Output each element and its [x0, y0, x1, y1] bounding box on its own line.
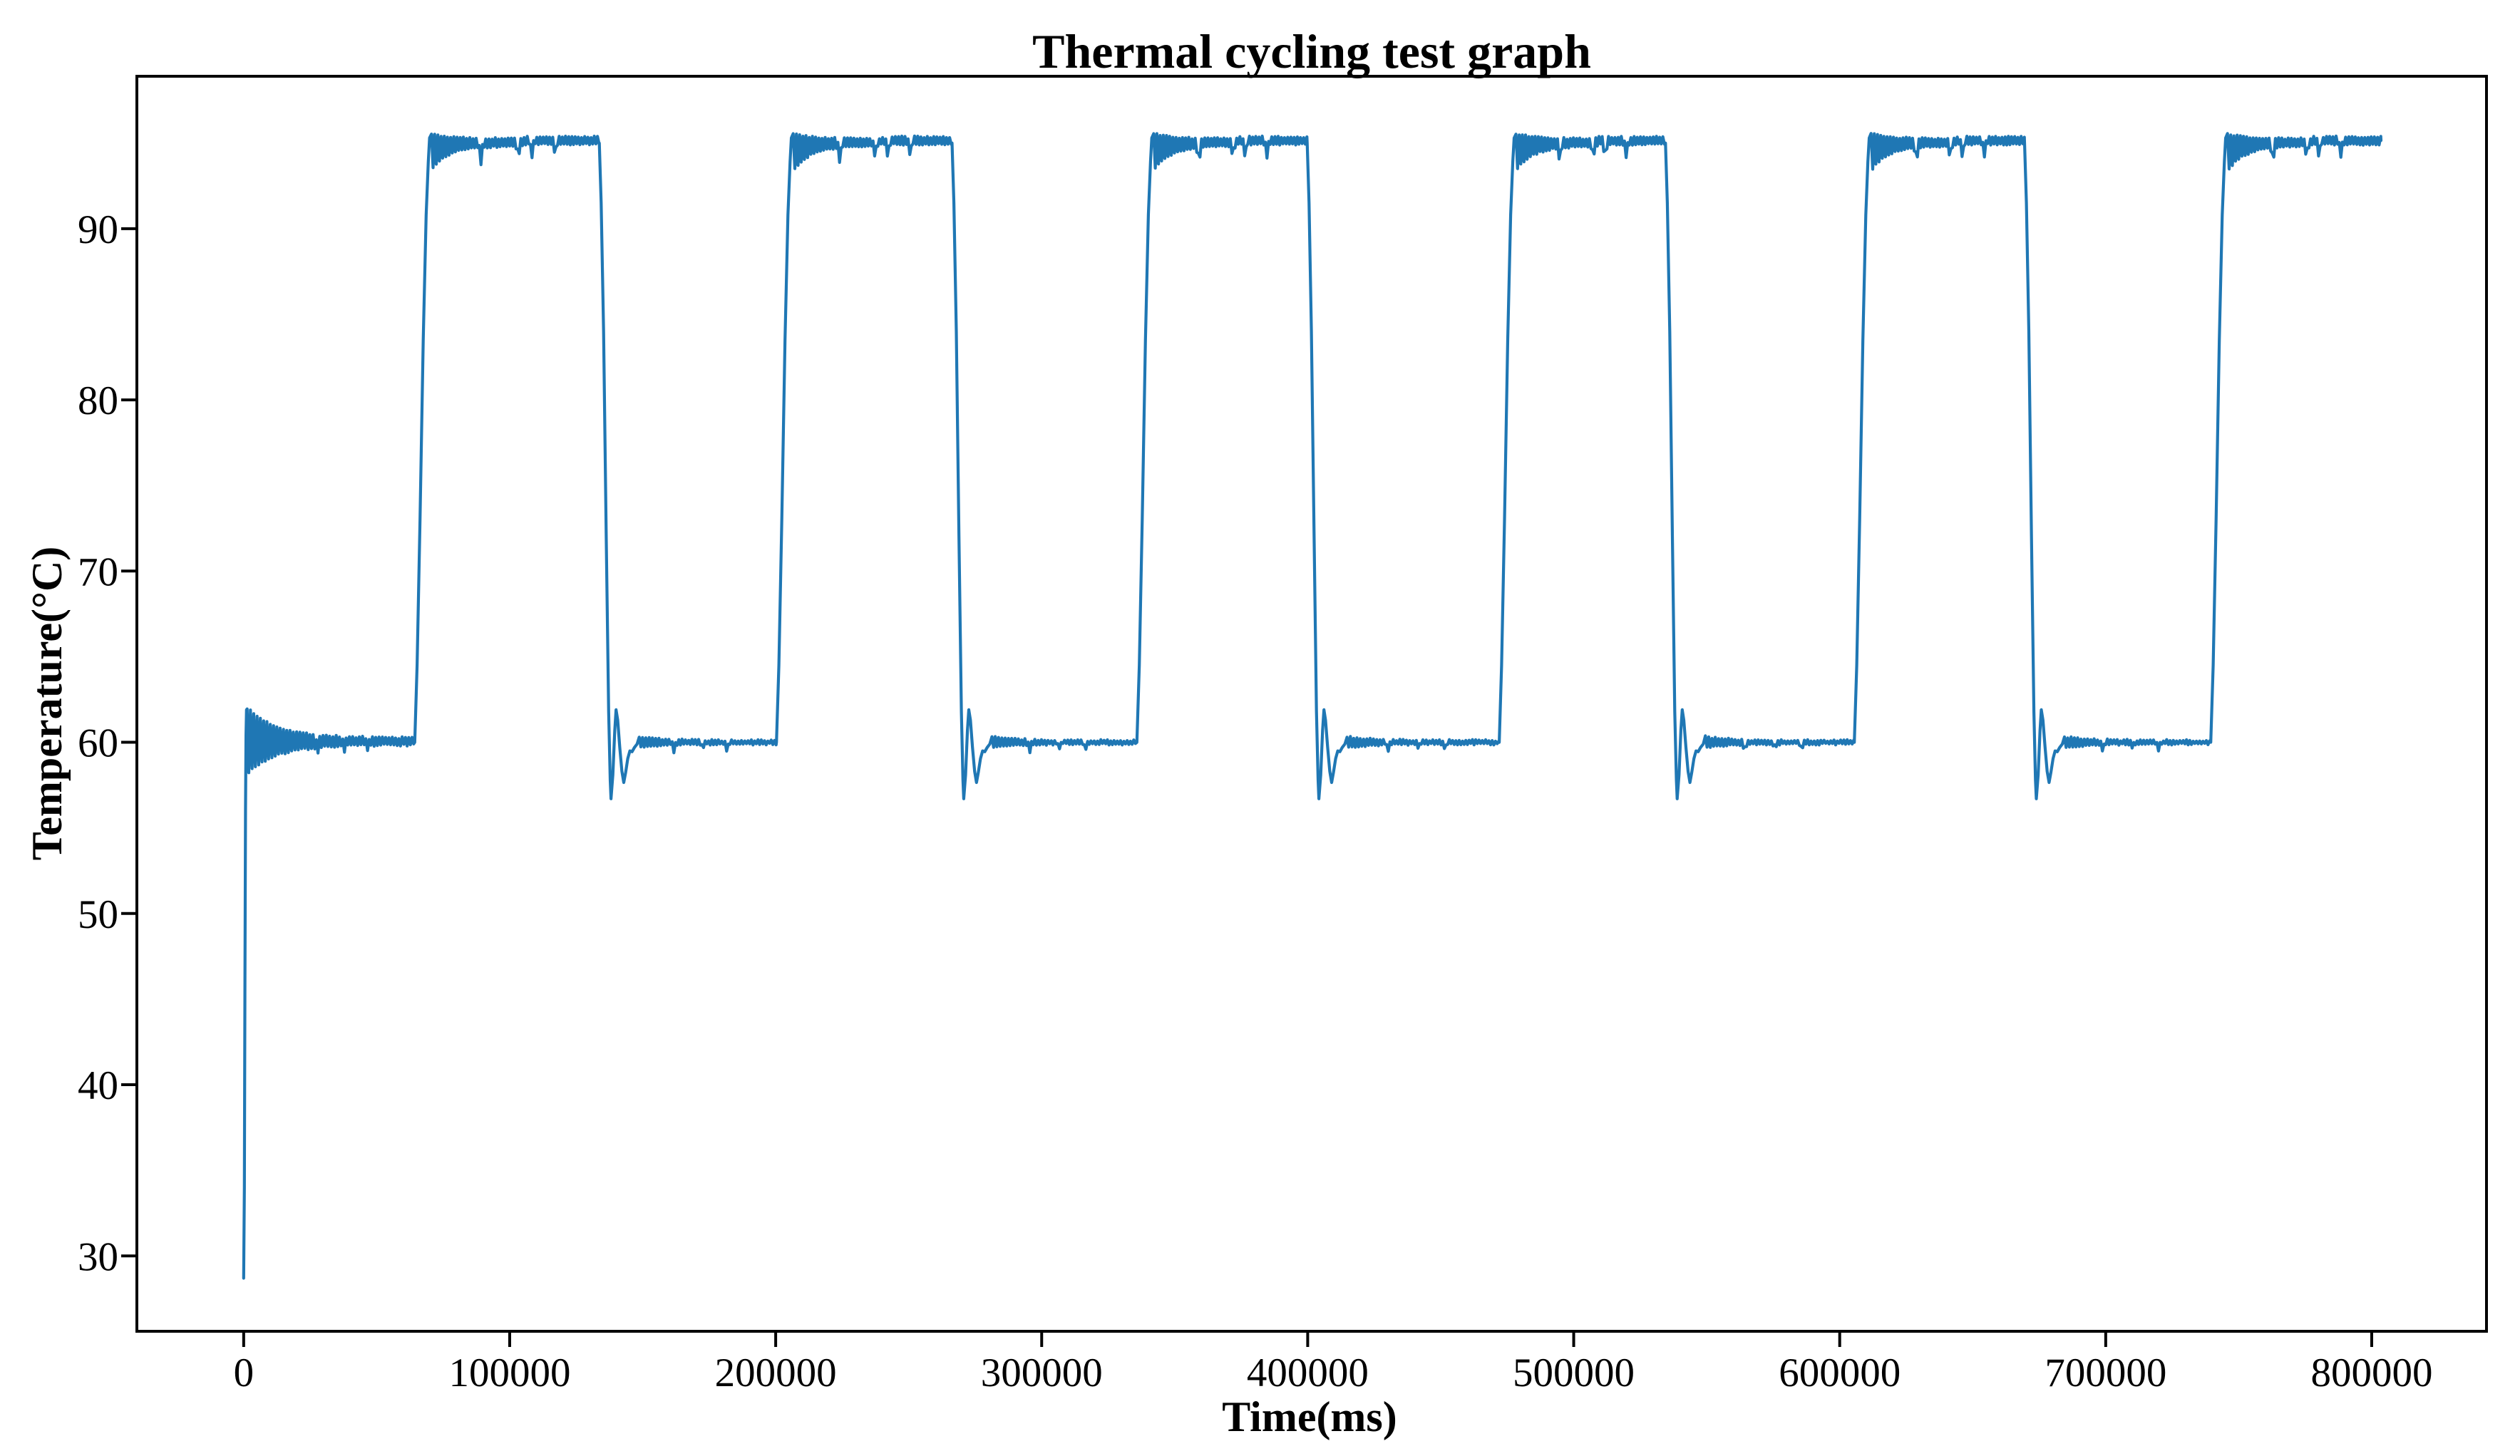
x-tick-label: 700000	[2045, 1351, 2166, 1395]
x-tick-label: 600000	[1779, 1351, 1901, 1395]
x-tick-label: 500000	[1513, 1351, 1635, 1395]
y-tick-label: 60	[78, 721, 118, 766]
y-tick-label: 80	[78, 378, 118, 423]
chart-title: Thermal cycling test graph	[1032, 24, 1591, 78]
temperature-series-line	[242, 132, 2383, 1280]
y-tick-label: 90	[78, 207, 118, 252]
x-tick-label: 200000	[715, 1351, 837, 1395]
plot-area-border	[135, 75, 2488, 1333]
y-tick-label: 30	[78, 1234, 118, 1279]
x-tick-label: 400000	[1247, 1351, 1369, 1395]
x-tick-label: 300000	[981, 1351, 1103, 1395]
y-tick-label: 70	[78, 549, 118, 594]
y-tick-label: 50	[78, 892, 118, 937]
y-tick-label: 40	[78, 1063, 118, 1108]
x-tick-label: 0	[234, 1351, 254, 1395]
x-axis-label: Time(ms)	[1222, 1393, 1397, 1440]
y-axis-label: Temperature(°C)	[24, 547, 71, 861]
x-tick-label: 800000	[2310, 1351, 2432, 1395]
x-tick-label: 100000	[448, 1351, 570, 1395]
x-axis-ticks: 0 100000 200000 300000 400000 500000 600000 700…	[234, 1331, 2432, 1395]
y-axis-ticks: 30 40 50 60 70 80 90	[78, 207, 137, 1279]
